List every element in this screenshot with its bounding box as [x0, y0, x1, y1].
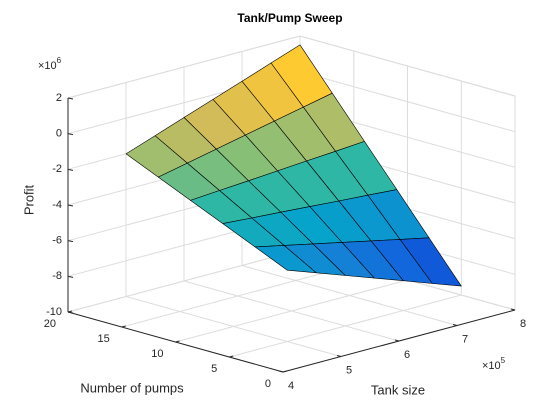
- x-exponent-base: ×10: [482, 360, 501, 372]
- x-tick-label: 8: [520, 318, 526, 330]
- surface-cell: [254, 245, 317, 274]
- x-tick-label: 4: [288, 380, 294, 392]
- z-tick-label: -4: [52, 199, 62, 211]
- axes: 4 5 6 7 8 0 5 10 15 20-10 -8 -6 -4 -2 0 2: [44, 92, 526, 392]
- y-tick-label: 10: [151, 348, 163, 360]
- z-exponent-base: ×10: [38, 60, 57, 72]
- x-tick: [336, 355, 342, 357]
- y-tick: [229, 355, 234, 358]
- z-tick-label: -8: [52, 270, 62, 282]
- z-tick: [67, 204, 74, 207]
- x-tick-label: 5: [346, 364, 352, 376]
- y-tick: [121, 325, 126, 328]
- z-exponent: ×106: [38, 56, 62, 72]
- y-tick-label: 5: [211, 363, 217, 375]
- y-tick-label: 15: [98, 333, 110, 345]
- z-tick: [67, 240, 74, 243]
- z-tick: [67, 311, 74, 314]
- x-tick: [278, 370, 284, 373]
- z-tick-label: 2: [56, 92, 62, 104]
- chart-title: Tank/Pump Sweep: [237, 11, 342, 25]
- y-tick-label: 20: [44, 318, 56, 330]
- x-tick-label: 6: [404, 349, 410, 361]
- surface: [125, 44, 462, 287]
- z-tick: [67, 97, 74, 100]
- y-axis-label: Number of pumps: [80, 380, 184, 395]
- z-axis-label: Profit: [21, 184, 36, 215]
- x-tick-label: 7: [462, 333, 468, 345]
- y-tick: [282, 370, 288, 373]
- z-tick-label: 0: [56, 128, 62, 140]
- z-tick-label: -10: [46, 306, 62, 318]
- x-tick: [394, 339, 400, 342]
- x-tick: [510, 308, 516, 311]
- z-tick-label: -6: [52, 235, 62, 247]
- x-axis-label: Tank size: [371, 382, 425, 397]
- x-tick: [452, 324, 458, 326]
- x-exponent: ×105: [482, 356, 506, 372]
- grid-line: [67, 35, 516, 99]
- z-tick: [67, 133, 74, 136]
- z-tick: [67, 168, 74, 171]
- z-tick-label: -2: [52, 163, 62, 175]
- z-tick: [67, 275, 74, 278]
- x-exponent-power: 5: [501, 356, 506, 365]
- y-tick: [175, 340, 180, 343]
- y-tick-label: 0: [265, 378, 271, 390]
- z-exponent-power: 6: [57, 56, 62, 65]
